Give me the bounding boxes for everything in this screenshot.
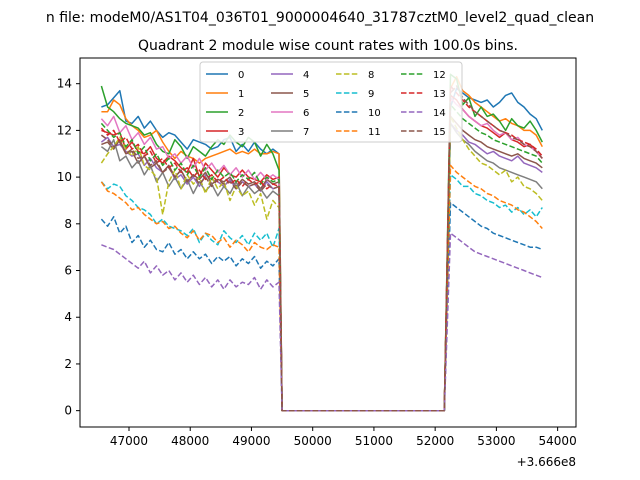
- series-line-11: [100, 164, 543, 412]
- legend-label-5: 5: [303, 89, 309, 100]
- legend-label-12: 12: [433, 70, 446, 81]
- series-line-10: [100, 202, 543, 412]
- legend-label-2: 2: [238, 108, 244, 119]
- y-tick-label: 10: [57, 170, 72, 184]
- figure-suptitle: n file: modeM0/AS1T04_036T01_9000004640_…: [46, 10, 594, 26]
- series-line-3: [101, 94, 543, 412]
- x-tick-label: 48000: [171, 434, 209, 448]
- legend-label-7: 7: [303, 127, 309, 138]
- plot-frame: [79, 57, 577, 428]
- series-line-13: [100, 85, 543, 412]
- x-tick-label: 51000: [355, 434, 393, 448]
- legend-label-11: 11: [368, 127, 381, 138]
- x-axis-offset-label: +3.666e8: [517, 455, 576, 469]
- legend-label-0: 0: [238, 70, 244, 81]
- series-line-0: [101, 87, 543, 412]
- x-tick-label: 50000: [294, 434, 332, 448]
- y-tick-label: 6: [64, 264, 72, 278]
- x-tick-label: 47000: [110, 434, 148, 448]
- legend-label-8: 8: [368, 70, 374, 81]
- series-line-15: [100, 85, 543, 412]
- y-tick-label: 2: [64, 357, 72, 371]
- y-tick-label: 8: [64, 217, 72, 231]
- legend-label-13: 13: [433, 89, 446, 100]
- y-tick-label: 12: [57, 123, 72, 137]
- legend-label-3: 3: [238, 127, 244, 138]
- series-line-14: [101, 232, 543, 412]
- y-tick-label: 4: [64, 310, 72, 324]
- y-tick-label: 14: [57, 77, 72, 91]
- legend-label-1: 1: [238, 89, 244, 100]
- legend-label-6: 6: [303, 108, 309, 119]
- series-line-6: [100, 96, 543, 412]
- x-tick-label: 49000: [232, 434, 270, 448]
- y-tick-label: 0: [64, 404, 72, 418]
- series-line-9: [100, 174, 543, 412]
- legend-label-14: 14: [433, 108, 446, 119]
- legend-label-15: 15: [433, 127, 446, 138]
- series-line-7: [100, 122, 543, 412]
- legend-label-9: 9: [368, 89, 374, 100]
- legend-label-10: 10: [368, 108, 381, 119]
- x-tick-label: 54000: [539, 434, 577, 448]
- x-tick-label: 52000: [416, 434, 454, 448]
- x-tick-label: 53000: [477, 434, 515, 448]
- legend-box: [199, 61, 463, 143]
- legend-label-4: 4: [303, 70, 309, 81]
- chart-title: Quadrant 2 module wise count rates with …: [138, 38, 518, 54]
- series-line-8: [100, 115, 543, 412]
- series-line-12: [100, 103, 543, 412]
